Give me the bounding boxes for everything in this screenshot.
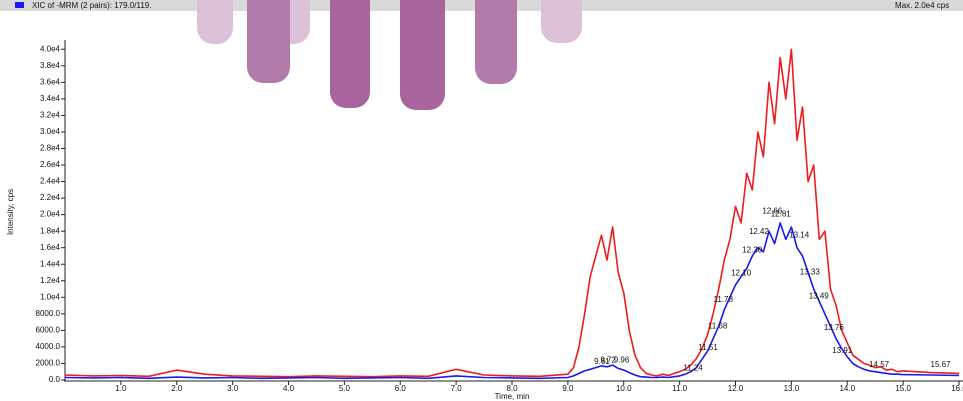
blob bbox=[541, 0, 582, 43]
y-tick-label: 2.8e4 bbox=[40, 144, 61, 153]
legend-swatch bbox=[15, 2, 24, 8]
y-tick-label: 1.8e4 bbox=[40, 226, 61, 235]
x-tick-label: 5.0 bbox=[339, 384, 351, 393]
chart: XIC of -MRM (2 pairs): 179.0/119. Max. 2… bbox=[0, 0, 963, 401]
y-tick-label: 2.2e4 bbox=[40, 193, 61, 202]
x-tick-label: 13.0 bbox=[784, 384, 800, 393]
blob bbox=[400, 0, 445, 110]
peak-label: 13.14 bbox=[789, 230, 810, 239]
y-tick-label: 1.4e4 bbox=[40, 259, 61, 268]
peak-label: 13.49 bbox=[809, 292, 830, 301]
y-tick-label: 2.4e4 bbox=[40, 177, 61, 186]
y-tick-label: 3.2e4 bbox=[40, 111, 61, 120]
peak-label: 11.78 bbox=[713, 295, 733, 304]
x-tick-label: 7.0 bbox=[451, 384, 463, 393]
x-tick-label: 14.0 bbox=[839, 384, 855, 393]
peak-label: 12.81 bbox=[771, 210, 792, 219]
y-tick-label: 3.6e4 bbox=[40, 77, 61, 86]
max-label: Max. 2.0e4 cps bbox=[895, 1, 949, 10]
y-tick-label: 3.0e4 bbox=[40, 127, 61, 136]
x-tick-label: 10.0 bbox=[616, 384, 632, 393]
peak-label: 14.57 bbox=[869, 360, 890, 369]
y-tick-label: 2.0e4 bbox=[40, 210, 61, 219]
peak-label: 12.42 bbox=[749, 227, 770, 236]
y-tick-label: 1.2e4 bbox=[40, 276, 61, 285]
x-tick-label: 6.0 bbox=[395, 384, 407, 393]
peak-label: 12.10 bbox=[731, 268, 752, 277]
x-tick-label: 2.0 bbox=[171, 384, 183, 393]
x-tick-label: 1.0 bbox=[115, 384, 127, 393]
x-tick-label: 8.0 bbox=[506, 384, 518, 393]
chart-title: XIC of -MRM (2 pairs): 179.0/119. bbox=[32, 1, 151, 10]
x-tick-label: 16.0 bbox=[951, 384, 963, 393]
y-tick-label: 0.0 bbox=[49, 375, 61, 384]
x-tick-label: 11.0 bbox=[672, 384, 688, 393]
peak-label: 11.24 bbox=[683, 364, 703, 373]
y-tick-label: 6000.0 bbox=[36, 325, 61, 334]
page: XIC of -MRM (2 pairs): 179.0/119. Max. 2… bbox=[0, 0, 963, 401]
peak-label: 12.30 bbox=[742, 245, 763, 254]
y-tick-label: 2.6e4 bbox=[40, 160, 61, 169]
overlay-blobs bbox=[197, 0, 582, 110]
blob bbox=[247, 0, 290, 83]
peak-label: 15.67 bbox=[931, 360, 952, 369]
blob bbox=[475, 0, 517, 84]
peak-label: 11.68 bbox=[708, 321, 728, 330]
x-tick-label: 4.0 bbox=[283, 384, 295, 393]
y-tick-label: 1.0e4 bbox=[40, 292, 61, 301]
y-axis-label: Intensity, cps bbox=[6, 189, 15, 235]
peak-label: 11.51 bbox=[698, 343, 718, 352]
y-tick-label: 3.8e4 bbox=[40, 61, 61, 70]
plot-area: 0.0 2000.0 4000.0 6000.0 8000.0 1.0e4 1.2e4 1.4… bbox=[36, 44, 963, 393]
y-tick-label: 2000.0 bbox=[36, 359, 61, 368]
x-tick-label: 3.0 bbox=[227, 384, 239, 393]
x-tick-label: 15.0 bbox=[895, 384, 911, 393]
y-tick-label: 4.0e4 bbox=[40, 44, 61, 53]
x-axis-label: Time, min bbox=[495, 392, 530, 401]
peak-label: 13.33 bbox=[800, 268, 821, 277]
y-tick-label: 4000.0 bbox=[36, 342, 61, 351]
y-tick-label: 8000.0 bbox=[36, 309, 61, 318]
y-tick-label: 1.6e4 bbox=[40, 243, 61, 252]
x-tick-label: 12.0 bbox=[728, 384, 744, 393]
blob bbox=[330, 0, 370, 108]
y-tick-label: 3.4e4 bbox=[40, 94, 61, 103]
peak-label: 13.91 bbox=[832, 346, 853, 355]
blob bbox=[197, 0, 233, 44]
peak-label: 13.76 bbox=[824, 323, 845, 332]
x-tick-label: 9.0 bbox=[562, 384, 574, 393]
peak-label: 9.96 bbox=[614, 355, 630, 364]
